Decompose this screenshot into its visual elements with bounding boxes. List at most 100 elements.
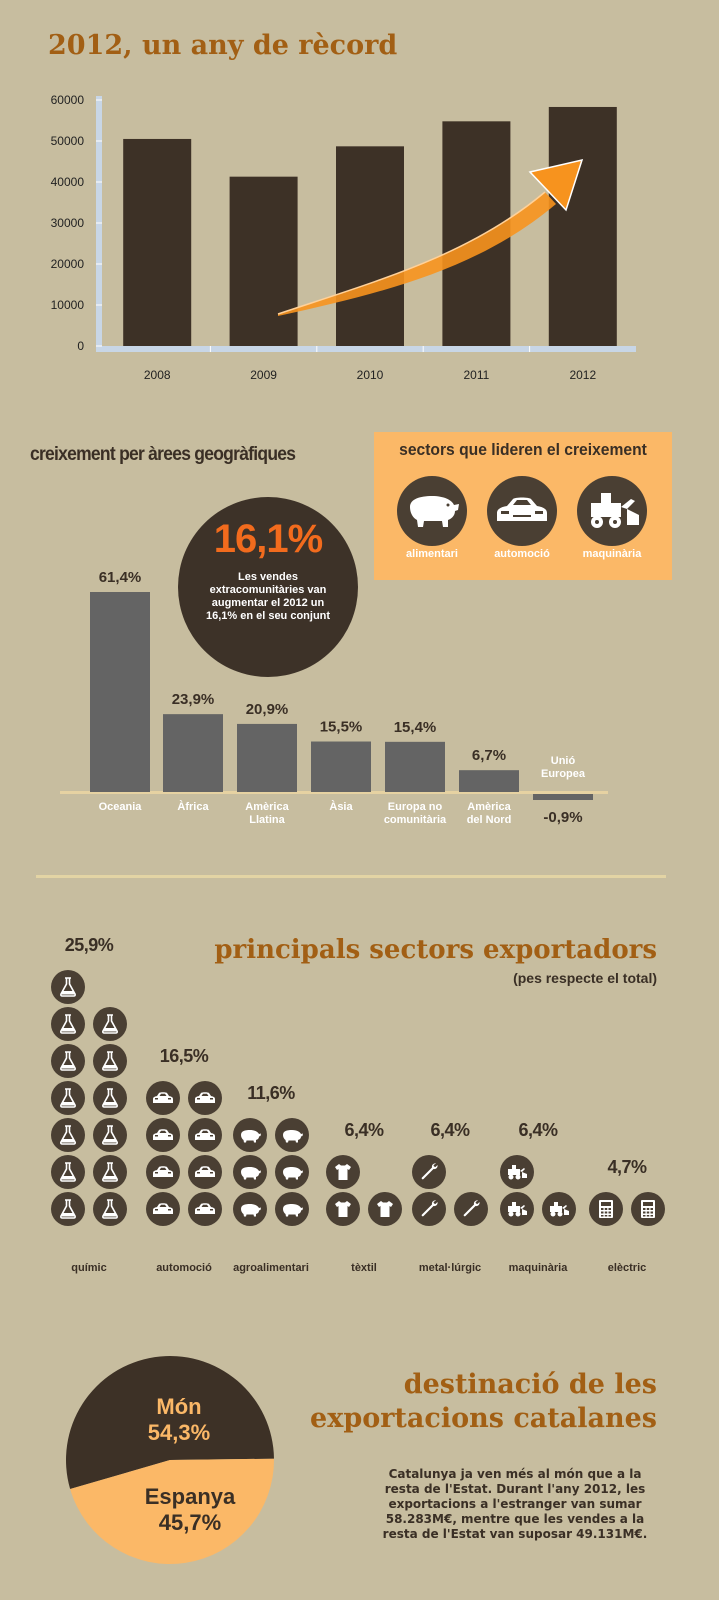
wrench-icon bbox=[454, 1192, 488, 1226]
y-tick-label: 50000 bbox=[51, 134, 85, 148]
x-axis-line bbox=[96, 346, 636, 352]
sector-label: metal·lúrgic bbox=[418, 1262, 482, 1274]
car-icon bbox=[146, 1118, 180, 1152]
pie-label-spain: Espanya 45,7% bbox=[120, 1484, 260, 1536]
geo-bar-6 bbox=[533, 794, 593, 800]
leading-sectors-title: sectors que lideren el creixement bbox=[399, 440, 647, 459]
pig-icon bbox=[233, 1155, 267, 1189]
geo-value-label: 6,7% bbox=[472, 747, 506, 764]
car-icon bbox=[188, 1081, 222, 1115]
destination-title-line1: destinació de les bbox=[403, 1369, 657, 1400]
car-icon bbox=[188, 1118, 222, 1152]
bulldozer-icon bbox=[500, 1192, 534, 1226]
y-tick-label: 40000 bbox=[51, 175, 85, 189]
flask-icon bbox=[93, 1192, 127, 1226]
world-value: 54,3% bbox=[147, 1420, 211, 1445]
flask-icon bbox=[93, 1155, 127, 1189]
pig-icon bbox=[233, 1118, 267, 1152]
pig-icon bbox=[275, 1192, 309, 1226]
y-axis-line bbox=[96, 96, 102, 348]
car-icon bbox=[146, 1081, 180, 1115]
sector-label-maquinaria: maquinària bbox=[582, 548, 642, 560]
sector-label: tèxtil bbox=[351, 1262, 377, 1274]
highlight-circle: 16,1% Les vendes extracomunitàries van a… bbox=[178, 497, 358, 677]
export-sectors-subtitle: (pes respecte el total) bbox=[513, 970, 657, 986]
destination-text: Catalunya ja ven més al món que a la res… bbox=[382, 1467, 648, 1541]
flask-icon bbox=[51, 1155, 85, 1189]
sector-percent: 25,9% bbox=[64, 935, 114, 955]
flask-icon bbox=[93, 1081, 127, 1115]
pie-slice-Espanya bbox=[70, 1458, 274, 1564]
growth-bar-chart: 61,4%Oceania23,9%Àfrica20,9%AmèricaLlati… bbox=[60, 569, 608, 826]
destination-title: destinació de les exportacions catalanes bbox=[310, 1368, 657, 1436]
calculator-icon bbox=[631, 1192, 665, 1226]
x-tick-label: 2010 bbox=[357, 368, 384, 382]
geo-category-label: Amèrica bbox=[245, 801, 289, 813]
sector-label: automoció bbox=[156, 1262, 212, 1274]
pig-icon bbox=[397, 476, 467, 546]
bar-2009 bbox=[229, 176, 298, 346]
geo-category-label-2: comunitària bbox=[384, 814, 447, 826]
bulldozer-icon bbox=[500, 1155, 534, 1189]
sector-percent: 6,4% bbox=[344, 1120, 384, 1140]
flask-icon bbox=[51, 1007, 85, 1041]
pig-icon bbox=[233, 1192, 267, 1226]
y-tick-label: 30000 bbox=[51, 216, 85, 230]
geo-bar-5 bbox=[459, 770, 519, 792]
geo-bar-0 bbox=[90, 592, 150, 792]
y-tick-label: 20000 bbox=[51, 257, 85, 271]
car-icon bbox=[146, 1192, 180, 1226]
geo-bar-4 bbox=[385, 741, 445, 792]
geo-bar-2 bbox=[237, 723, 297, 792]
leading-sectors-box: sectors que lideren el creixement alimen… bbox=[374, 432, 672, 580]
geo-category-label-2: Europea bbox=[541, 768, 586, 780]
spain-label: Espanya bbox=[144, 1484, 236, 1509]
bulldozer-icon bbox=[577, 476, 647, 546]
geo-value-label: -0,9% bbox=[543, 809, 582, 826]
geo-category-label: Oceania bbox=[99, 801, 143, 813]
sector-label-automocio: automoció bbox=[494, 548, 550, 560]
flask-icon bbox=[51, 970, 85, 1004]
geo-category-label: Europa no bbox=[388, 801, 443, 813]
y-tick-label: 10000 bbox=[51, 298, 85, 312]
car-icon bbox=[188, 1192, 222, 1226]
pie-label-world: Món 54,3% bbox=[109, 1394, 249, 1446]
pig-icon bbox=[275, 1155, 309, 1189]
highlight-text: Les vendes extracomunitàries van augment… bbox=[205, 571, 331, 622]
flask-icon bbox=[51, 1081, 85, 1115]
sector-percent: 4,7% bbox=[607, 1157, 647, 1177]
geo-category-label: Unió bbox=[551, 755, 576, 767]
sector-percent: 11,6% bbox=[247, 1083, 295, 1103]
flask-icon bbox=[93, 1044, 127, 1078]
car-icon bbox=[487, 476, 557, 546]
geo-category-label: Amèrica bbox=[467, 801, 511, 813]
world-label: Món bbox=[156, 1394, 202, 1419]
sector-label: elèctric bbox=[607, 1262, 647, 1274]
sector-percent: 6,4% bbox=[430, 1120, 470, 1140]
x-tick-label: 2009 bbox=[250, 368, 277, 382]
wrench-icon bbox=[412, 1155, 446, 1189]
sector-percent: 6,4% bbox=[518, 1120, 558, 1140]
flask-icon bbox=[93, 1007, 127, 1041]
growth-arrow bbox=[277, 158, 584, 316]
shirt-icon bbox=[326, 1155, 360, 1189]
export-sectors-title: principals sectors exportadors bbox=[214, 935, 657, 965]
car-icon bbox=[146, 1155, 180, 1189]
geo-bar-1 bbox=[163, 714, 223, 792]
shirt-icon bbox=[326, 1192, 360, 1226]
sector-percent: 16,5% bbox=[159, 1046, 209, 1066]
geo-category-label: Àfrica bbox=[177, 800, 209, 813]
x-tick-label: 2012 bbox=[569, 368, 596, 382]
bar-2012 bbox=[548, 106, 617, 346]
geo-value-label: 23,9% bbox=[172, 691, 215, 708]
geo-value-label: 61,4% bbox=[99, 569, 142, 586]
flask-icon bbox=[93, 1118, 127, 1152]
flask-icon bbox=[51, 1192, 85, 1226]
geo-value-label: 15,4% bbox=[394, 719, 437, 736]
destination-title-line2: exportacions catalanes bbox=[310, 1403, 657, 1434]
baseline bbox=[60, 791, 608, 794]
y-tick-label: 60000 bbox=[51, 93, 85, 107]
bar-2010 bbox=[336, 146, 404, 346]
pig-icon bbox=[275, 1118, 309, 1152]
highlight-value: 16,1% bbox=[213, 517, 323, 561]
